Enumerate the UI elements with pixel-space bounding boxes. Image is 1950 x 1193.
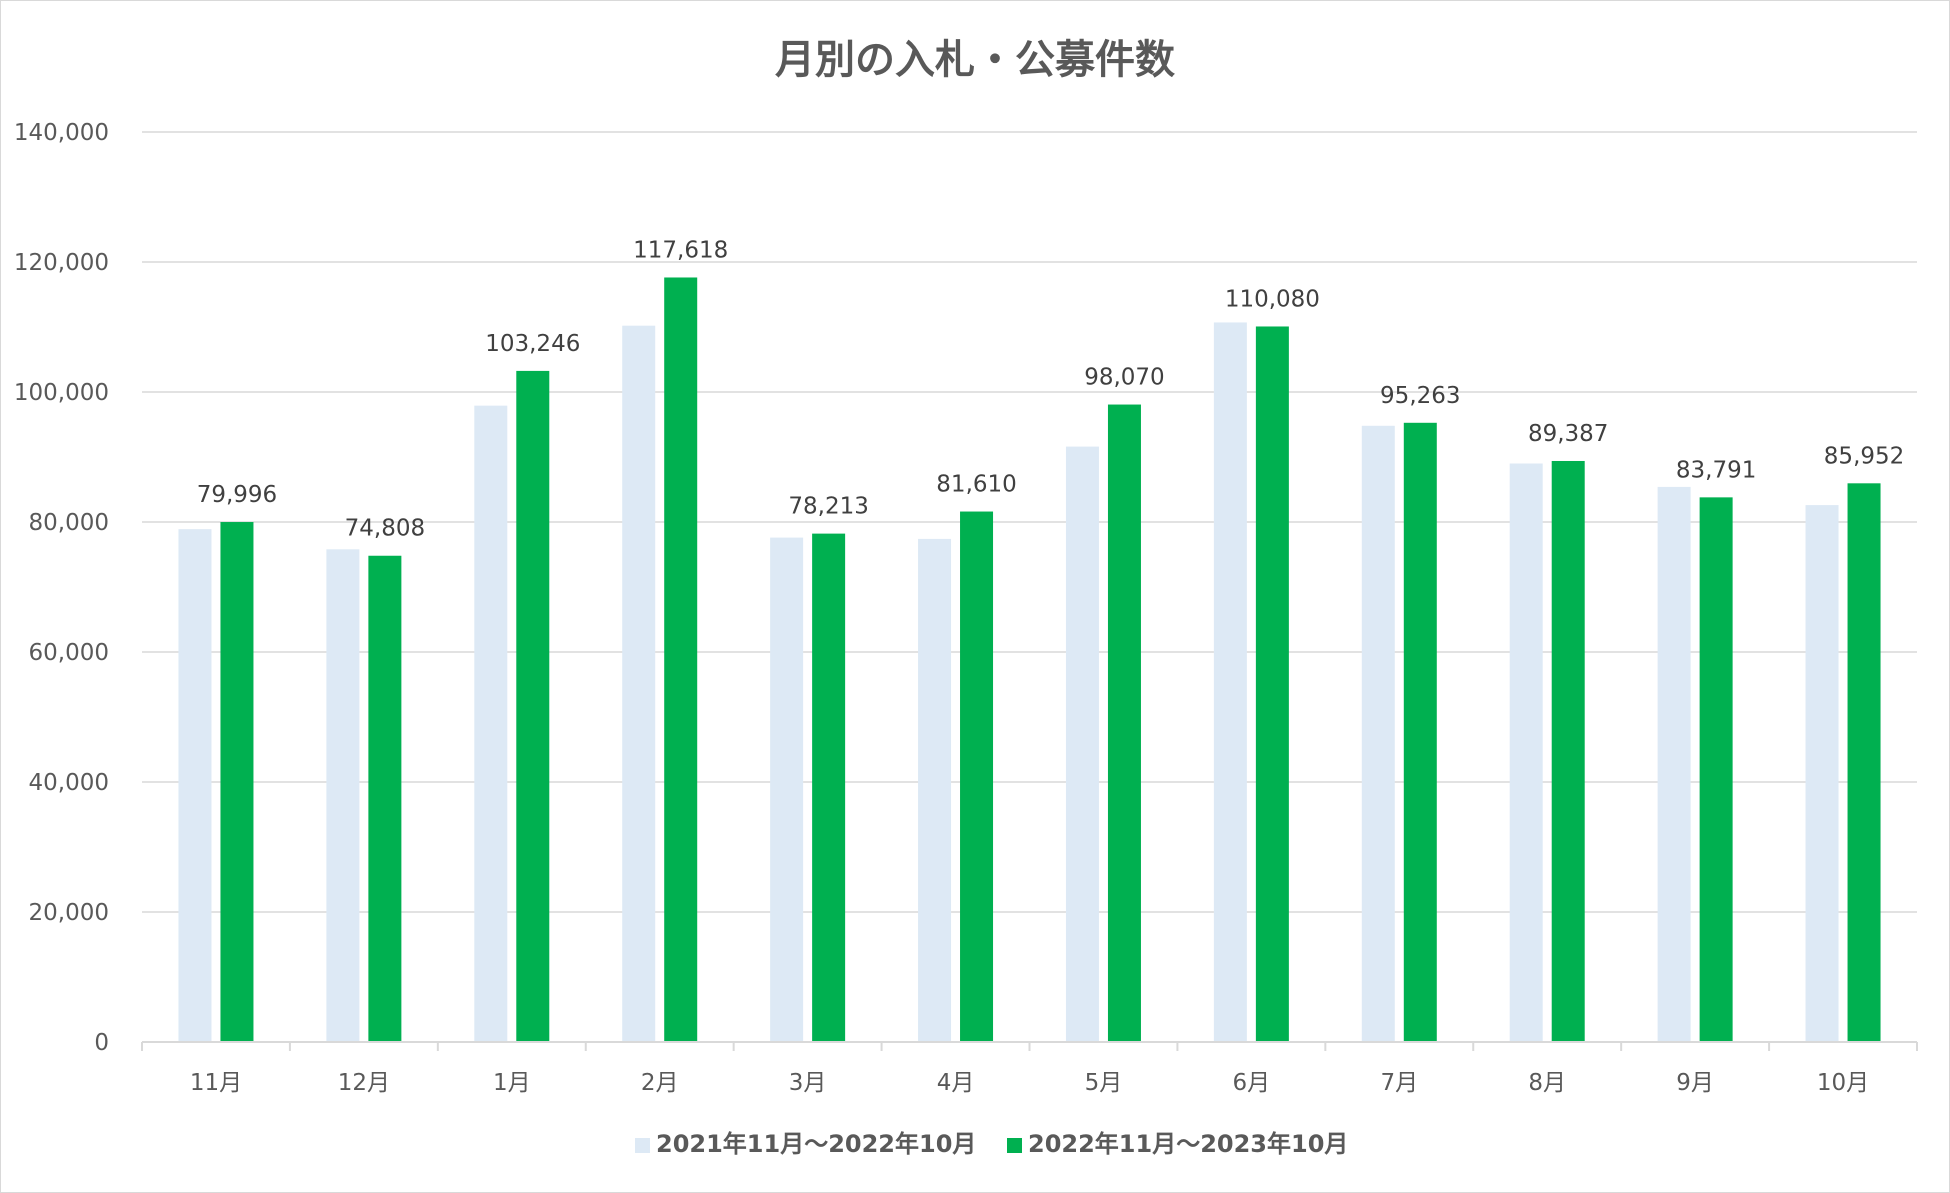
bars [178, 277, 1881, 1043]
y-tick-label: 40,000 [29, 770, 109, 796]
bar-current-year [220, 522, 254, 1042]
legend-label: 2021年11月～2022年10月 [656, 1130, 976, 1158]
x-tick-label: 11月 [190, 1070, 242, 1096]
data-label: 81,610 [936, 472, 1016, 498]
data-label: 85,952 [1824, 443, 1904, 469]
x-tick-label: 3月 [789, 1070, 827, 1096]
bar-previous-year [622, 325, 656, 1042]
x-tick-label: 12月 [338, 1070, 390, 1096]
legend-label: 2022年11月～2023年10月 [1028, 1130, 1348, 1158]
x-tick-label: 4月 [937, 1070, 975, 1096]
bar-previous-year [1805, 505, 1839, 1043]
bar-previous-year [1657, 486, 1691, 1042]
y-tick-label: 0 [94, 1030, 109, 1056]
data-label: 117,618 [633, 237, 728, 263]
bar-current-year [1255, 326, 1289, 1043]
data-label: 74,808 [345, 516, 425, 542]
chart-title: 月別の入札・公募件数 [775, 37, 1175, 83]
data-label: 89,387 [1528, 421, 1608, 447]
x-tick-label: 9月 [1676, 1070, 1714, 1096]
bar-current-year [1107, 404, 1141, 1042]
x-tick-label: 8月 [1528, 1070, 1566, 1096]
bar-current-year [368, 555, 402, 1042]
data-label: 103,246 [485, 331, 580, 357]
bar-current-year [664, 277, 698, 1042]
bar-previous-year [1213, 322, 1247, 1042]
bar-current-year [1403, 422, 1437, 1042]
legend-swatch [635, 1138, 650, 1153]
x-tick-label: 7月 [1380, 1070, 1418, 1096]
y-tick-label: 20,000 [29, 900, 109, 926]
legend: 2021年11月～2022年10月 2022年11月～2023年10月 [635, 1130, 1348, 1158]
data-label: 98,070 [1084, 365, 1164, 391]
bar-previous-year [326, 549, 360, 1042]
x-axis: 11月 12月 1月 2月 3月 4月 5月 6月 7月 8月 9月 10月 [141, 1041, 1918, 1096]
data-label: 78,213 [788, 494, 868, 520]
x-tick-label: 1月 [493, 1070, 531, 1096]
bar-previous-year [1361, 425, 1395, 1042]
bar-previous-year [474, 405, 508, 1042]
bar-current-year [1551, 460, 1585, 1042]
data-label: 79,996 [197, 482, 277, 508]
data-label: 83,791 [1676, 457, 1756, 483]
y-tick-label: 100,000 [14, 380, 109, 406]
bar-previous-year [1509, 463, 1543, 1042]
bar-current-year [1699, 497, 1733, 1042]
gridlines [142, 131, 1917, 913]
bar-previous-year [1065, 446, 1099, 1043]
x-tick-label: 10月 [1817, 1070, 1869, 1096]
bar-current-year [516, 370, 550, 1042]
y-tick-label: 140,000 [14, 120, 109, 146]
bar-previous-year [770, 537, 804, 1042]
bar-current-year [812, 533, 846, 1042]
y-tick-label: 60,000 [29, 640, 109, 666]
legend-swatch [1007, 1138, 1022, 1153]
x-tick-label: 6月 [1233, 1070, 1271, 1096]
x-tick-label: 2月 [641, 1070, 679, 1096]
bar-current-year [960, 511, 994, 1042]
y-axis-ticks: 0 20,000 40,000 60,000 80,000 100,000 120,000 1… [14, 120, 109, 1056]
bar-previous-year [918, 538, 952, 1042]
data-label: 110,080 [1225, 286, 1320, 312]
data-label: 95,263 [1380, 383, 1460, 409]
y-tick-label: 120,000 [14, 250, 109, 276]
x-tick-label: 5月 [1085, 1070, 1123, 1096]
data-labels: 79,996 74,808 103,246 117,618 78,213 81,610 98… [197, 237, 1905, 541]
y-tick-label: 80,000 [29, 510, 109, 536]
bar-current-year [1847, 483, 1881, 1042]
bar-previous-year [178, 529, 212, 1042]
